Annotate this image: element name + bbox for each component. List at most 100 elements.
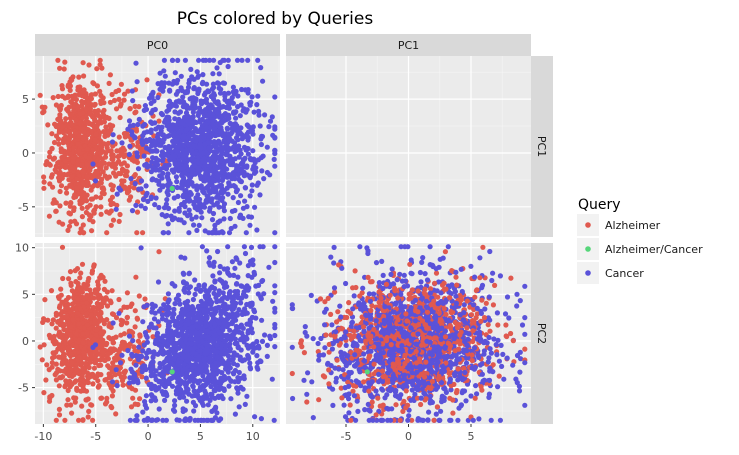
point-cancer <box>256 282 262 288</box>
point-cancer <box>216 329 222 336</box>
point-cancer <box>148 195 154 202</box>
point-cancer <box>181 287 187 293</box>
point-cancer <box>203 121 209 127</box>
point-cancer <box>164 212 170 219</box>
chart-title: PCs colored by Queries <box>177 9 374 29</box>
point-cancer <box>514 291 520 297</box>
point-cancer <box>223 337 229 343</box>
point-alzheimer <box>74 185 80 191</box>
point-alzheimer <box>63 200 69 206</box>
point-alzheimer <box>40 110 46 116</box>
point-alzheimer <box>110 183 116 189</box>
point-alzheimer <box>70 317 76 323</box>
point-cancer <box>210 371 217 377</box>
point-cancer <box>141 107 147 113</box>
point-alzheimer <box>116 96 122 102</box>
point-alzheimer <box>97 88 103 94</box>
point-cancer <box>212 107 218 113</box>
point-cancer <box>247 366 254 372</box>
point-alzheimer <box>119 378 126 384</box>
point-cancer <box>207 208 213 214</box>
point-cancer <box>191 408 197 414</box>
point-cancer <box>214 65 220 71</box>
point-alzheimer <box>112 165 118 171</box>
point-alzheimer <box>57 333 63 340</box>
point-cancer <box>180 343 187 349</box>
point-alzheimer <box>116 218 122 224</box>
point-alzheimer <box>142 296 148 302</box>
point-cancer <box>165 205 172 211</box>
point-cancer <box>144 417 150 423</box>
point-alzheimer <box>55 93 61 100</box>
point-alzheimer <box>104 399 110 405</box>
point-cancer <box>229 259 235 265</box>
point-cancer <box>163 417 169 423</box>
point-alzheimer <box>93 204 99 210</box>
point-alzheimer <box>136 104 142 110</box>
point-cancer <box>131 134 138 140</box>
point-alzheimer <box>87 374 93 380</box>
point-cancer <box>272 290 278 296</box>
point-alzheimer <box>80 350 87 356</box>
point-cancer <box>255 57 261 63</box>
point-cancer <box>217 270 223 276</box>
point-cancer <box>144 164 150 170</box>
point-cancer <box>225 90 232 96</box>
point-cancer <box>191 76 197 82</box>
point-cancer <box>244 393 250 399</box>
point-cancer <box>151 349 157 355</box>
point-cancer <box>195 380 201 386</box>
point-alzheimer <box>69 174 75 180</box>
point-cancer <box>168 213 174 219</box>
point-cancer <box>181 280 187 286</box>
point-alzheimer <box>105 140 111 146</box>
point-alzheimer <box>53 361 59 367</box>
point-cancer <box>222 333 228 339</box>
point-cancer <box>205 183 211 189</box>
point-cancer <box>223 131 229 137</box>
point-cancer <box>133 202 139 208</box>
point-alzheimer <box>41 342 47 348</box>
point-cancer <box>153 147 159 153</box>
point-alzheimer <box>125 88 131 94</box>
point-cancer <box>206 133 212 139</box>
point-alzheimer <box>73 343 79 349</box>
point-cancer <box>189 156 195 162</box>
point-cancer <box>234 291 241 297</box>
point-cancer <box>90 161 96 167</box>
point-alzheimer <box>80 60 86 66</box>
point-cancer <box>230 84 236 90</box>
point-alzheimer <box>106 161 112 167</box>
point-alzheimer <box>79 373 85 379</box>
point-cancer <box>185 298 191 304</box>
point-cancer <box>165 291 171 297</box>
point-cancer <box>206 377 212 383</box>
point-alzheimer <box>75 162 81 168</box>
point-cancer <box>149 159 155 165</box>
point-cancer <box>153 387 159 393</box>
point-cancer <box>175 193 181 199</box>
point-cancer <box>254 338 260 345</box>
point-alzheimer <box>55 57 61 63</box>
point-cancer <box>212 310 218 316</box>
point-cancer <box>163 311 169 317</box>
point-alzheimer <box>50 350 56 356</box>
point-alzheimer <box>104 340 110 346</box>
point-cancer <box>192 277 198 283</box>
point-alzheimer <box>76 120 82 126</box>
point-cancer <box>186 305 192 312</box>
point-alzheimer <box>126 197 132 203</box>
point-cancer <box>200 373 206 379</box>
point-cancer <box>251 346 257 352</box>
point-cancer <box>245 57 251 63</box>
point-cancer <box>162 73 168 79</box>
point-alzheimer <box>58 286 64 292</box>
point-alzheimer <box>59 86 66 92</box>
point-cancer <box>172 70 178 76</box>
point-cancer <box>258 136 264 142</box>
point-cancer <box>244 107 250 113</box>
point-alzheimer <box>69 360 75 366</box>
point-alzheimer <box>62 158 68 164</box>
point-cancer <box>264 144 270 150</box>
point-cancer <box>217 277 223 283</box>
